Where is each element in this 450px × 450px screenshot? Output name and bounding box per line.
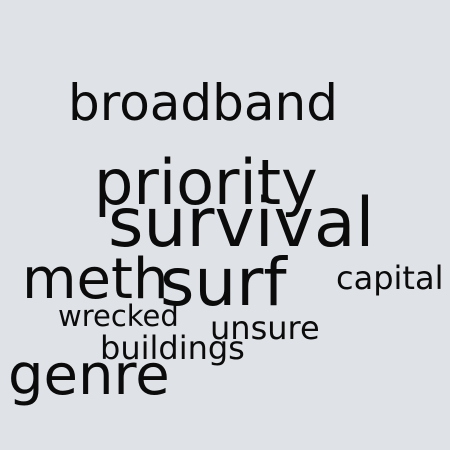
word-meth: meth <box>22 247 169 312</box>
word-genre: genre <box>8 343 170 408</box>
word-unsure: unsure <box>210 309 320 347</box>
word-capital: capital <box>336 259 444 297</box>
word-survival: survival <box>108 184 375 263</box>
word-buildings: buildings <box>100 329 245 367</box>
word-surf: surf <box>160 244 287 321</box>
word-broadband: broadband <box>68 74 338 132</box>
word-priority: priority <box>94 146 318 219</box>
word-wrecked: wrecked <box>58 299 179 333</box>
